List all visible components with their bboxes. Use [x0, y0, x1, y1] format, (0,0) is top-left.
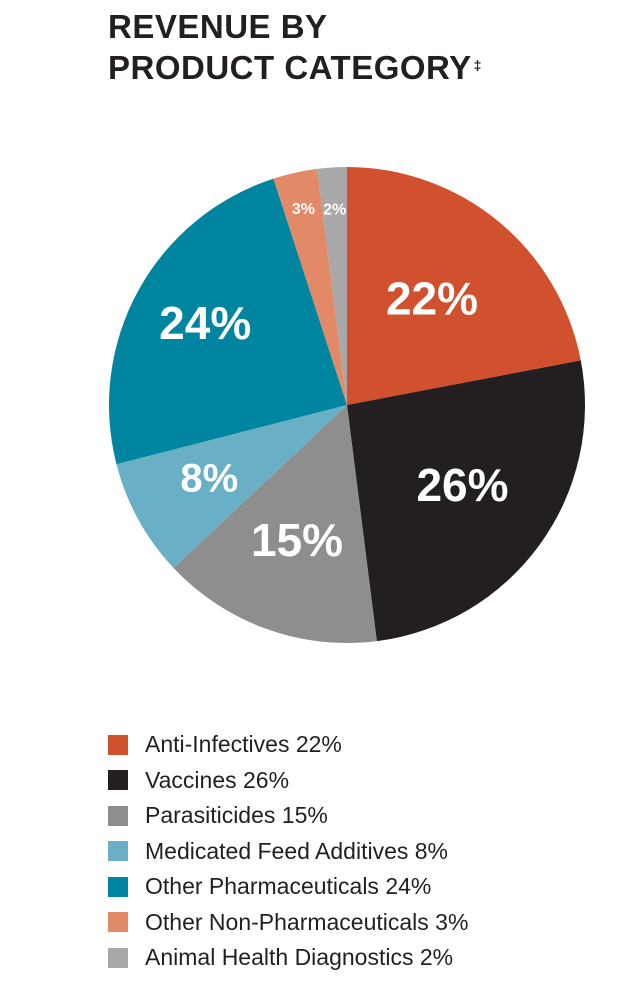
pie-slices	[108, 167, 585, 644]
legend-swatch	[108, 947, 128, 968]
pie-slice	[273, 168, 347, 405]
chart-title-line-2-text: PRODUCT CATEGORY	[108, 49, 472, 86]
legend-item: Other Non-Pharmaceuticals 3%	[108, 905, 468, 941]
legend-item: Anti-Infectives 22%	[108, 727, 468, 763]
legend-swatch	[108, 734, 128, 755]
legend-label: Other Pharmaceuticals 24%	[145, 873, 432, 900]
legend-item: Parasiticides 15%	[108, 798, 468, 834]
legend-label: Animal Health Diagnostics 2%	[145, 944, 454, 971]
pie-slice	[347, 167, 581, 405]
legend-label: Parasiticides 15%	[145, 802, 328, 829]
pie-slice-label: 15%	[251, 514, 343, 566]
legend-item: Medicated Feed Additives 8%	[108, 834, 468, 870]
legend: Anti-Infectives 22% Vaccines 26% Parasit…	[108, 727, 468, 976]
chart-title: REVENUE BY PRODUCT CATEGORY ‡	[108, 6, 482, 88]
footnote-mark: ‡	[473, 57, 482, 73]
pie-slice-label: 24%	[159, 297, 251, 349]
pie-slice	[116, 405, 348, 568]
legend-swatch	[108, 876, 128, 897]
legend-label: Vaccines 26%	[145, 766, 290, 793]
pie-slice-label: 2%	[323, 201, 346, 218]
pie-slice	[173, 405, 377, 644]
pie-slice-label: 22%	[386, 272, 478, 324]
pie-slice-label: 26%	[416, 459, 508, 511]
legend-item: Vaccines 26%	[108, 763, 468, 799]
chart-title-line-2: PRODUCT CATEGORY ‡	[108, 47, 482, 88]
pie-chart: 22% 26% 15% 8% 24% 3% 2%	[108, 167, 585, 644]
pie-slice	[317, 167, 347, 405]
legend-item: Animal Health Diagnostics 2%	[108, 940, 468, 976]
pie-slice	[347, 360, 585, 642]
legend-label: Medicated Feed Additives 8%	[145, 837, 449, 864]
legend-label: Anti-Infectives 22%	[145, 731, 342, 758]
legend-swatch	[108, 841, 128, 862]
legend-item: Other Pharmaceuticals 24%	[108, 869, 468, 905]
pie-slice-label: 8%	[180, 456, 238, 500]
pie-slice-labels: 22% 26% 15% 8% 24% 3% 2%	[159, 201, 508, 566]
legend-swatch	[108, 770, 128, 791]
legend-swatch	[108, 912, 128, 933]
chart-title-line-1: REVENUE BY	[108, 8, 328, 45]
legend-swatch	[108, 805, 128, 826]
pie-slice	[108, 178, 347, 465]
legend-label: Other Non-Pharmaceuticals 3%	[145, 908, 469, 935]
pie-slice-label: 3%	[292, 201, 315, 218]
